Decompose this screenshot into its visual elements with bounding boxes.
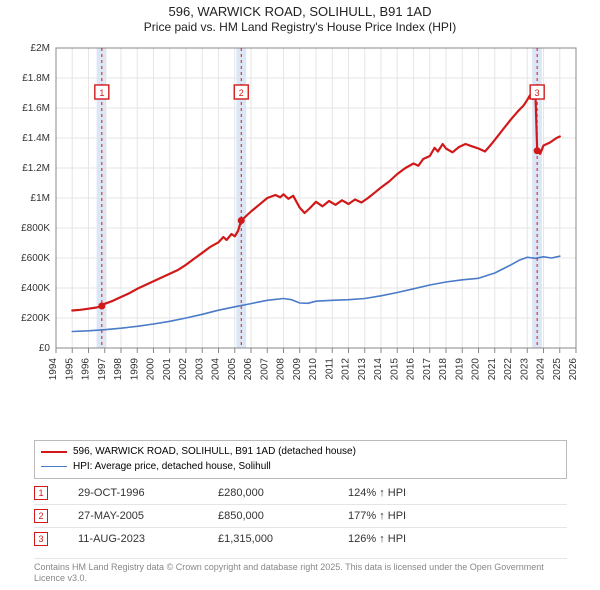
svg-text:2024: 2024 xyxy=(536,358,547,381)
chart-svg: £0 £200K £400K £600K £800K £1M £1.2M £1.4M £1.6M… xyxy=(10,40,590,420)
svg-text:2005: 2005 xyxy=(227,358,238,381)
sale-date: 29-OCT-1996 xyxy=(78,487,218,499)
svg-text:2008: 2008 xyxy=(276,358,287,381)
legend-label: HPI: Average price, detached house, Soli… xyxy=(73,460,271,475)
footer-attribution: Contains HM Land Registry data © Crown c… xyxy=(34,558,567,585)
svg-text:£1.6M: £1.6M xyxy=(22,103,50,114)
svg-text:£400K: £400K xyxy=(21,283,50,294)
legend-item: 596, WARWICK ROAD, SOLIHULL, B91 1AD (de… xyxy=(41,445,560,460)
svg-text:2020: 2020 xyxy=(471,358,482,381)
sale-marker: 1 xyxy=(34,486,48,500)
svg-text:£200K: £200K xyxy=(21,313,50,324)
svg-text:2015: 2015 xyxy=(389,358,400,381)
svg-text:2013: 2013 xyxy=(357,358,368,381)
svg-text:£1M: £1M xyxy=(31,193,50,204)
svg-text:2001: 2001 xyxy=(162,358,173,381)
svg-text:2022: 2022 xyxy=(503,358,514,381)
title-line-2: Price paid vs. HM Land Registry's House … xyxy=(0,20,600,35)
svg-text:3: 3 xyxy=(535,88,540,98)
svg-text:1994: 1994 xyxy=(48,358,59,381)
svg-text:2009: 2009 xyxy=(292,358,303,381)
legend-swatch xyxy=(41,466,67,467)
legend-swatch xyxy=(41,451,67,453)
svg-text:2021: 2021 xyxy=(487,358,498,381)
title-line-1: 596, WARWICK ROAD, SOLIHULL, B91 1AD xyxy=(0,4,600,20)
sale-price: £280,000 xyxy=(218,487,348,499)
svg-text:2018: 2018 xyxy=(438,358,449,381)
sale-date: 27-MAY-2005 xyxy=(78,510,218,522)
svg-text:1999: 1999 xyxy=(129,358,140,381)
svg-text:1995: 1995 xyxy=(64,358,75,381)
svg-text:2003: 2003 xyxy=(194,358,205,381)
svg-text:2000: 2000 xyxy=(146,358,157,381)
svg-text:2004: 2004 xyxy=(211,358,222,381)
sale-row: 1 29-OCT-1996£280,000124% ↑ HPI xyxy=(34,482,567,504)
svg-text:2023: 2023 xyxy=(519,358,530,381)
sale-hpi: 126% ↑ HPI xyxy=(348,533,468,545)
svg-text:1998: 1998 xyxy=(113,358,124,381)
svg-text:2025: 2025 xyxy=(552,358,563,381)
svg-text:2014: 2014 xyxy=(373,358,384,381)
chart-container: 596, WARWICK ROAD, SOLIHULL, B91 1AD Pri… xyxy=(0,0,600,590)
sale-row: 3 11-AUG-2023£1,315,000126% ↑ HPI xyxy=(34,527,567,550)
sale-row: 2 27-MAY-2005£850,000177% ↑ HPI xyxy=(34,504,567,527)
svg-text:2006: 2006 xyxy=(243,358,254,381)
svg-text:2007: 2007 xyxy=(259,358,270,381)
svg-text:1997: 1997 xyxy=(97,358,108,381)
chart-plot-area: £0 £200K £400K £600K £800K £1M £1.2M £1.4M £1.6M… xyxy=(10,40,590,420)
legend: 596, WARWICK ROAD, SOLIHULL, B91 1AD (de… xyxy=(34,440,567,479)
svg-text:£2M: £2M xyxy=(31,43,50,54)
svg-text:2: 2 xyxy=(239,88,244,98)
svg-text:2010: 2010 xyxy=(308,358,319,381)
sale-price: £850,000 xyxy=(218,510,348,522)
sales-table: 1 29-OCT-1996£280,000124% ↑ HPI 2 27-MAY-20… xyxy=(34,482,567,550)
svg-text:£0: £0 xyxy=(39,343,51,354)
svg-text:£1.4M: £1.4M xyxy=(22,133,50,144)
sale-price: £1,315,000 xyxy=(218,533,348,545)
legend-label: 596, WARWICK ROAD, SOLIHULL, B91 1AD (de… xyxy=(73,445,356,460)
svg-text:2019: 2019 xyxy=(454,358,465,381)
sale-date: 11-AUG-2023 xyxy=(78,533,218,545)
svg-text:2002: 2002 xyxy=(178,358,189,381)
sale-marker: 3 xyxy=(34,532,48,546)
chart-title: 596, WARWICK ROAD, SOLIHULL, B91 1AD Pri… xyxy=(0,0,600,35)
svg-text:2026: 2026 xyxy=(568,358,579,381)
svg-text:£1.2M: £1.2M xyxy=(22,163,50,174)
svg-text:2012: 2012 xyxy=(341,358,352,381)
svg-text:2016: 2016 xyxy=(406,358,417,381)
sale-marker: 2 xyxy=(34,509,48,523)
sale-hpi: 177% ↑ HPI xyxy=(348,510,468,522)
svg-text:1: 1 xyxy=(99,88,104,98)
sale-hpi: 124% ↑ HPI xyxy=(348,487,468,499)
svg-text:1996: 1996 xyxy=(81,358,92,381)
svg-text:2011: 2011 xyxy=(324,358,335,380)
svg-text:2017: 2017 xyxy=(422,358,433,381)
svg-text:£1.8M: £1.8M xyxy=(22,73,50,84)
svg-text:£600K: £600K xyxy=(21,253,50,264)
legend-item: HPI: Average price, detached house, Soli… xyxy=(41,460,560,475)
svg-text:£800K: £800K xyxy=(21,223,50,234)
